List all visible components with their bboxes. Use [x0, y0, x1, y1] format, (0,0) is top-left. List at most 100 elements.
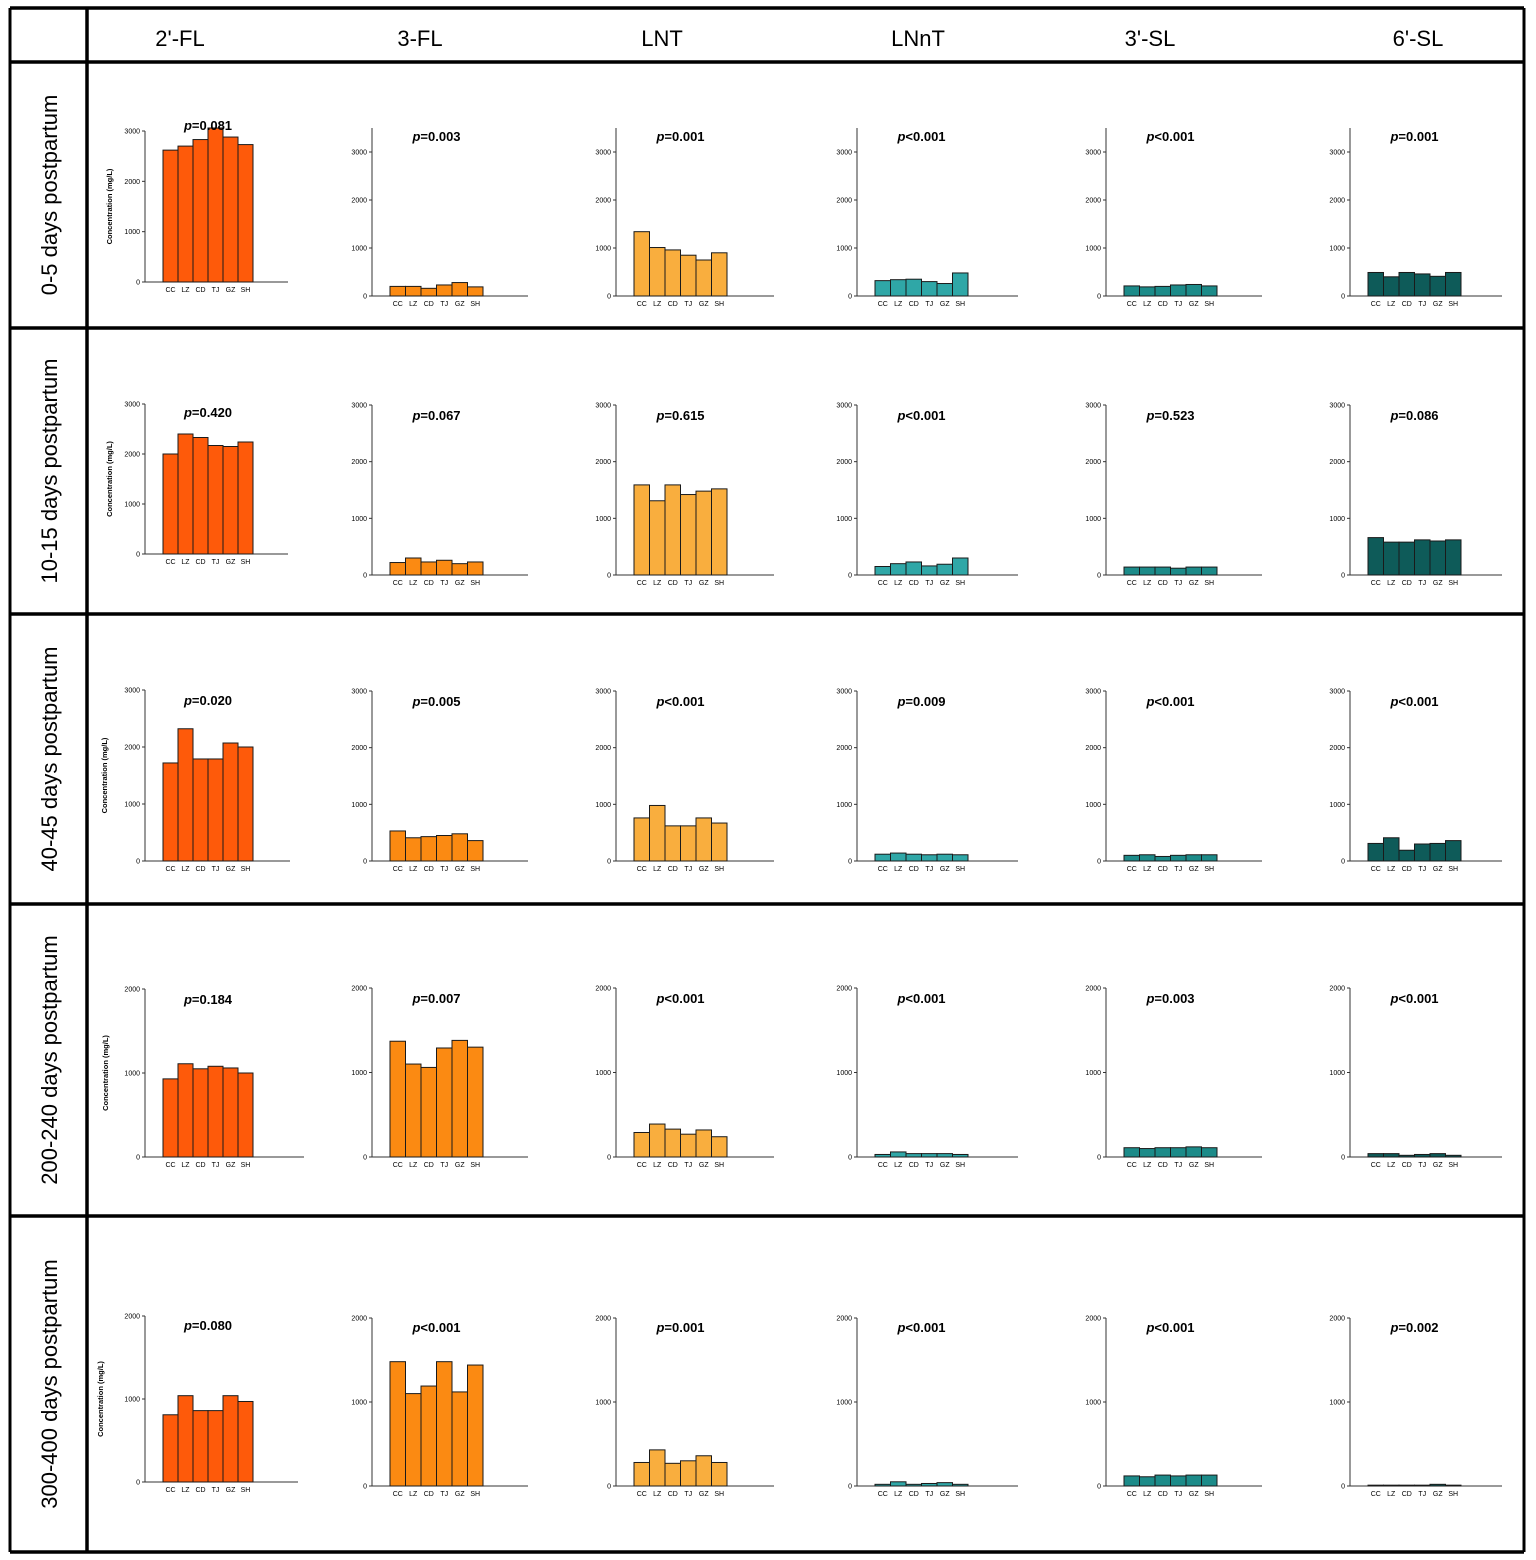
x-tick-label: CD: [1402, 301, 1412, 308]
x-tick-label: GZ: [699, 301, 709, 308]
x-tick-label: TJ: [212, 559, 220, 566]
x-tick-label: CC: [1371, 1491, 1381, 1498]
x-tick-label: TJ: [212, 866, 220, 873]
x-tick-label: TJ: [684, 1162, 692, 1169]
x-tick-label: TJ: [925, 866, 933, 873]
bar-gz: [451, 833, 468, 862]
x-tick-label: GZ: [1433, 301, 1443, 308]
p-value-label: p=0.007: [411, 991, 460, 1006]
bar-tj: [436, 835, 453, 862]
bar-tj: [1414, 1484, 1431, 1487]
x-tick-label: CC: [637, 580, 647, 587]
x-tick-label: GZ: [699, 1491, 709, 1498]
p-value-label: p=0.523: [1145, 408, 1194, 423]
x-tick-label: CD: [909, 301, 919, 308]
p-symbol: p: [1145, 694, 1154, 709]
bar-sh: [237, 1072, 254, 1158]
bar-lz: [1383, 837, 1400, 862]
x-tick-label: LZ: [1387, 1491, 1396, 1498]
bar-cc: [1367, 537, 1384, 576]
x-tick-label: SH: [470, 301, 480, 308]
y-tick-label: 2000: [351, 1316, 367, 1323]
y-tick-label: 3000: [1085, 150, 1101, 157]
y-tick-label: 3000: [1329, 689, 1345, 696]
bar-sh: [467, 1046, 484, 1158]
y-tick-label: 1000: [124, 229, 140, 236]
bar-gz: [1429, 540, 1446, 576]
y-tick-label: 2000: [351, 459, 367, 466]
x-tick-label: GZ: [226, 1162, 236, 1169]
x-tick-label: TJ: [212, 287, 220, 294]
bar-lz: [1383, 276, 1400, 297]
column-header-3: LNnT: [891, 26, 945, 51]
y-tick-label: 2000: [836, 1316, 852, 1323]
bar-gz: [222, 136, 239, 283]
x-tick-label: LZ: [181, 1162, 190, 1169]
y-tick-label: 3000: [836, 689, 852, 696]
bar-tj: [921, 1153, 938, 1158]
y-tick-label: 1000: [836, 1070, 852, 1077]
x-tick-label: LZ: [181, 866, 190, 873]
bar-lz: [177, 1063, 194, 1158]
bar-sh: [467, 1364, 484, 1487]
x-tick-label: CC: [1371, 866, 1381, 873]
bar-cd: [905, 1153, 922, 1158]
y-tick-label: 0: [1341, 573, 1345, 580]
bar-lz: [890, 1151, 907, 1158]
p-value-label: p<0.001: [1145, 129, 1194, 144]
x-tick-label: CD: [909, 1162, 919, 1169]
x-tick-label: CC: [637, 1162, 647, 1169]
x-tick-label: CC: [393, 580, 403, 587]
bar-tj: [1170, 284, 1187, 297]
x-tick-label: GZ: [455, 1162, 465, 1169]
x-tick-label: TJ: [684, 301, 692, 308]
bar-sh: [1201, 1147, 1218, 1158]
x-tick-label: LZ: [653, 866, 662, 873]
bar-lz: [649, 804, 666, 862]
y-tick-label: 1000: [1329, 1070, 1345, 1077]
y-tick-label: 0: [848, 573, 852, 580]
p-value: =0.002: [1398, 1320, 1438, 1335]
p-value-label: p=0.002: [1389, 1320, 1438, 1335]
p-value: =0.184: [192, 992, 233, 1007]
column-header-4: 3'-SL: [1124, 26, 1176, 51]
bar-lz: [1139, 854, 1156, 862]
x-tick-label: CC: [165, 287, 175, 294]
p-symbol: p: [655, 991, 664, 1006]
bar-lz: [1383, 541, 1400, 576]
x-tick-label: LZ: [1387, 301, 1396, 308]
bar-lz: [177, 728, 194, 862]
x-tick-label: CD: [195, 559, 205, 566]
p-value: =0.001: [664, 1320, 704, 1335]
x-tick-label: LZ: [181, 559, 190, 566]
p-value-label: p<0.001: [1145, 1320, 1194, 1335]
x-tick-label: LZ: [1143, 1162, 1152, 1169]
y-tick-label: 0: [363, 1484, 367, 1491]
bar-tj: [436, 1361, 453, 1487]
bar-lz: [890, 1481, 907, 1487]
bar-lz: [1383, 1153, 1400, 1158]
x-tick-label: TJ: [1174, 866, 1182, 873]
p-value: <0.001: [905, 1320, 945, 1335]
x-tick-label: CD: [1158, 866, 1168, 873]
bar-gz: [222, 1395, 239, 1483]
y-tick-label: 3000: [1329, 150, 1345, 157]
p-value-label: p=0.080: [183, 1318, 232, 1333]
bar-cd: [420, 1385, 437, 1487]
y-tick-label: 3000: [595, 403, 611, 410]
bar-cd: [905, 853, 922, 862]
y-tick-label: 1000: [1085, 802, 1101, 809]
bar-sh: [237, 144, 254, 283]
p-symbol: p: [896, 1320, 905, 1335]
bar-sh: [1201, 1474, 1218, 1487]
bar-lz: [1139, 566, 1156, 576]
x-tick-label: TJ: [1418, 580, 1426, 587]
bar-cd: [192, 139, 209, 283]
y-tick-label: 0: [607, 1484, 611, 1491]
bar-cc: [389, 1040, 406, 1158]
x-tick-label: CC: [1127, 580, 1137, 587]
bar-cc: [389, 1361, 406, 1487]
bar-gz: [695, 817, 712, 862]
bar-cc: [1367, 1153, 1384, 1158]
p-value: =0.001: [664, 129, 704, 144]
